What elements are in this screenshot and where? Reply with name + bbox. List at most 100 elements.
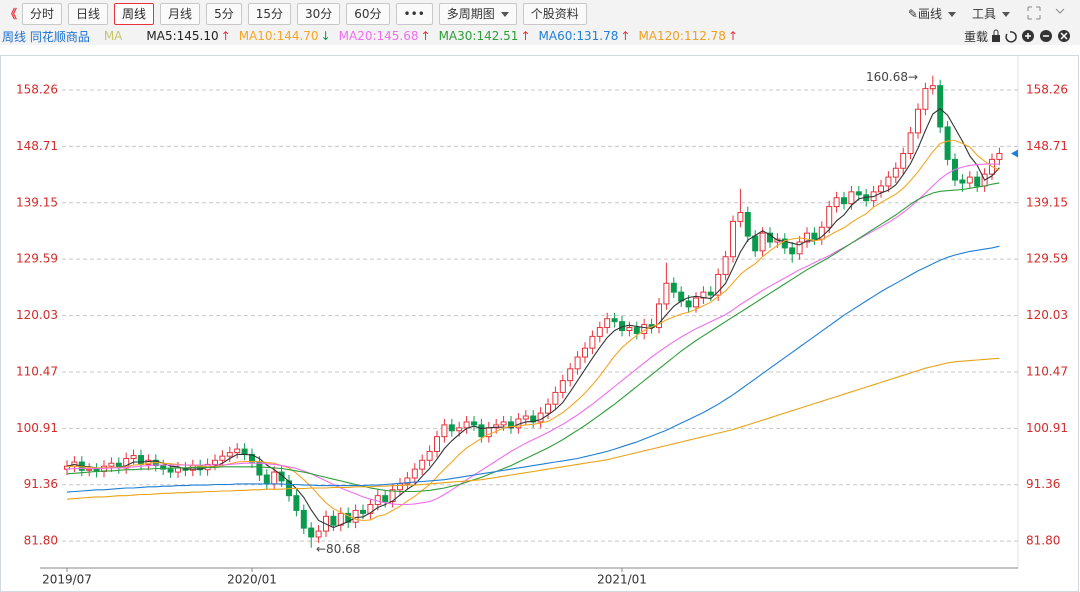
candle-body bbox=[626, 327, 633, 331]
period-button[interactable]: 5分 bbox=[206, 2, 242, 25]
candle-body bbox=[419, 459, 426, 470]
min-annotation: ←80.68 bbox=[316, 542, 361, 556]
candle-body bbox=[463, 421, 470, 429]
candle-body bbox=[781, 238, 788, 249]
y-tick-label-right: 91.36 bbox=[1026, 477, 1060, 491]
period-button[interactable]: 日线 bbox=[68, 2, 109, 25]
candle-body bbox=[167, 468, 174, 473]
y-tick-label: 81.80 bbox=[24, 534, 58, 548]
candle-body bbox=[434, 436, 440, 452]
period-button[interactable]: 60分 bbox=[346, 2, 390, 25]
candle-body bbox=[308, 527, 315, 538]
candle-body bbox=[574, 356, 581, 370]
candle-body bbox=[737, 212, 744, 222]
x-tick-label: 2019/07 bbox=[42, 573, 92, 587]
toolbar: 《 分时 日线 周线 月线 5分 15分 30分 60分 ••• 多周期图 个股资料 bbox=[0, 0, 1080, 27]
period-button[interactable]: 个股资料 bbox=[522, 2, 587, 25]
candle-body bbox=[589, 335, 596, 349]
legend-item: MA10:144.70 ↓ bbox=[239, 29, 333, 43]
candle-body bbox=[937, 85, 944, 128]
candle-body bbox=[212, 459, 218, 465]
period-button[interactable]: 分时 bbox=[22, 2, 63, 25]
draw-label: 画线 bbox=[917, 7, 942, 21]
last-price-marker bbox=[1011, 149, 1018, 158]
candle-body bbox=[426, 450, 433, 461]
candle-body bbox=[138, 455, 144, 465]
ma-label: MA bbox=[103, 29, 123, 43]
candle-body bbox=[966, 176, 973, 184]
candle-body bbox=[582, 347, 588, 358]
legend-icons[interactable] bbox=[990, 29, 1074, 43]
legend-trend: ↑ bbox=[520, 29, 531, 43]
legend-label: MA120:112.78 bbox=[638, 29, 726, 43]
tools-button[interactable]: 工具 bbox=[972, 5, 1010, 22]
period-button[interactable]: 月线 bbox=[160, 2, 201, 25]
period-buttons: 分时 日线 周线 月线 5分 15分 30分 60分 ••• 多周期图 个股资料 bbox=[22, 2, 593, 25]
candle-body bbox=[130, 455, 137, 460]
reload-button[interactable]: 重载 bbox=[963, 30, 988, 44]
candle-body bbox=[767, 232, 773, 243]
y-tick-label-right: 110.47 bbox=[1026, 364, 1068, 378]
candle-body bbox=[219, 455, 226, 461]
candle-body bbox=[226, 452, 233, 457]
candle-body bbox=[352, 509, 359, 523]
y-tick-label-right: 148.71 bbox=[1026, 139, 1068, 153]
candle-body bbox=[441, 424, 448, 438]
candle-body bbox=[411, 468, 418, 479]
candle-body bbox=[841, 197, 847, 205]
window-icons[interactable] bbox=[1026, 5, 1066, 21]
back-button[interactable]: 《 bbox=[4, 7, 17, 21]
candle-body bbox=[804, 232, 810, 243]
candle-body bbox=[478, 424, 485, 438]
candle-body bbox=[404, 477, 411, 485]
candle-body bbox=[929, 85, 936, 90]
period-button[interactable]: 多周期图 bbox=[438, 2, 517, 25]
period-button[interactable]: 30分 bbox=[296, 2, 341, 25]
candle-body bbox=[175, 467, 181, 473]
candle-body bbox=[922, 88, 929, 110]
candle-body bbox=[722, 256, 729, 275]
source-label: 周线 同花顺商品 bbox=[2, 29, 90, 44]
y-tick-label-right: 100.91 bbox=[1026, 421, 1068, 435]
candle-body bbox=[855, 191, 862, 196]
candle-body bbox=[345, 512, 352, 523]
candle-body bbox=[522, 415, 529, 420]
candle-body bbox=[500, 421, 507, 426]
y-tick-label: 148.71 bbox=[16, 139, 58, 153]
candle-body bbox=[108, 462, 115, 467]
candle-body bbox=[537, 412, 544, 423]
legend-trend: ↑ bbox=[420, 29, 431, 43]
x-tick-label: 2020/01 bbox=[227, 573, 277, 587]
candle-body bbox=[670, 282, 677, 293]
candle-body bbox=[256, 461, 263, 476]
y-tick-label-right: 139.15 bbox=[1026, 195, 1068, 209]
candle-body bbox=[530, 415, 537, 423]
candle-body bbox=[448, 424, 455, 432]
candle-body bbox=[663, 282, 670, 305]
candle-body bbox=[263, 474, 270, 485]
candle-body bbox=[752, 235, 759, 252]
toolbar-right: ✎画线 工具 bbox=[908, 5, 1066, 22]
candle-body bbox=[611, 318, 618, 323]
y-tick-label-right: 158.26 bbox=[1026, 83, 1068, 97]
candle-body bbox=[300, 509, 307, 529]
candle-body bbox=[360, 509, 366, 514]
legend-trend: ↑ bbox=[727, 29, 738, 43]
candle-body bbox=[471, 421, 477, 426]
chart: 81.80 81.80 91.36 91.36 100.91 100.91 110.47 11… bbox=[0, 55, 1079, 592]
candle-body bbox=[730, 220, 736, 258]
ma-line bbox=[66, 139, 1000, 522]
legend-row: 周线 同花顺商品 MA MA5:145.10 ↑ MA10:144.70 ↓ MA20:… bbox=[0, 27, 1080, 45]
draw-button[interactable]: ✎画线 bbox=[908, 5, 956, 22]
y-tick-label: 110.47 bbox=[16, 364, 58, 378]
candle-body bbox=[900, 153, 907, 169]
legend-trend: ↑ bbox=[620, 29, 631, 43]
period-button[interactable]: ••• bbox=[395, 2, 433, 25]
candle-body bbox=[397, 483, 403, 491]
legend-label: MA10:144.70 bbox=[238, 29, 319, 43]
candle-body bbox=[693, 297, 699, 308]
candle-body bbox=[707, 291, 714, 296]
candle-body bbox=[759, 232, 766, 252]
period-button[interactable]: 15分 bbox=[247, 2, 291, 25]
period-button[interactable]: 周线 bbox=[114, 2, 155, 25]
